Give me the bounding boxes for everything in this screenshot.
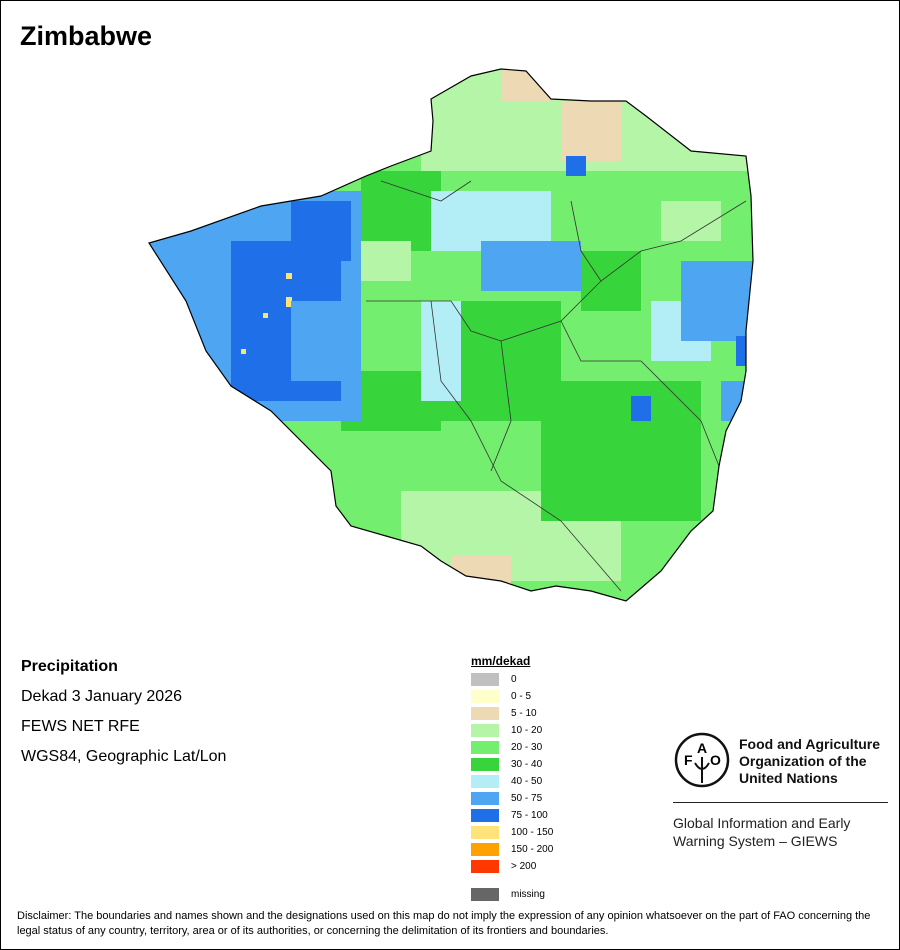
legend-item: > 200 bbox=[471, 858, 553, 875]
raster-patch bbox=[421, 301, 461, 401]
raster-patch bbox=[481, 241, 581, 291]
rainfall-raster bbox=[149, 69, 753, 601]
legend-swatch bbox=[471, 792, 499, 805]
giews-line1: Global Information and Early bbox=[673, 815, 851, 831]
raster-patch bbox=[291, 301, 351, 381]
raster-patch bbox=[291, 201, 351, 261]
fao-emblem-icon: F A O bbox=[674, 732, 730, 788]
legend-swatch bbox=[471, 809, 499, 822]
legend-label: > 200 bbox=[511, 861, 537, 872]
raster-patch bbox=[501, 69, 551, 101]
legend-item: 150 - 200 bbox=[471, 841, 553, 858]
raster-patch bbox=[241, 349, 246, 354]
legend-swatch bbox=[471, 826, 499, 839]
legend-item: 30 - 40 bbox=[471, 756, 553, 773]
legend-item: 10 - 20 bbox=[471, 722, 553, 739]
raster-patch bbox=[681, 261, 753, 341]
legend-label: 75 - 100 bbox=[511, 810, 548, 821]
legend-swatch bbox=[471, 707, 499, 720]
legend-label: 40 - 50 bbox=[511, 776, 543, 787]
org-name-line2: Organization of the bbox=[739, 753, 867, 769]
org-name-line1: Food and Agriculture bbox=[739, 736, 881, 752]
precipitation-map bbox=[148, 68, 754, 602]
legend-label: 0 bbox=[511, 674, 517, 685]
raster-patch bbox=[631, 396, 651, 421]
legend-label: missing bbox=[511, 889, 545, 900]
period-label: Dekad 3 January 2026 bbox=[21, 688, 182, 705]
legend-item: 50 - 75 bbox=[471, 790, 553, 807]
raster-patch bbox=[361, 241, 411, 281]
legend-swatch bbox=[471, 673, 499, 686]
legend-swatch bbox=[471, 724, 499, 737]
legend-item: 5 - 10 bbox=[471, 705, 553, 722]
svg-text:O: O bbox=[710, 752, 721, 768]
org-name-line3: United Nations bbox=[739, 770, 838, 786]
svg-text:F: F bbox=[684, 752, 693, 768]
raster-patch bbox=[566, 156, 586, 176]
legend-swatch bbox=[471, 860, 499, 873]
legend: mm/dekad 0 0 - 5 5 - 10 10 - 20 20 - 30 30 - … bbox=[471, 654, 553, 903]
legend-label: 0 - 5 bbox=[511, 691, 532, 702]
legend-label: 5 - 10 bbox=[511, 708, 537, 719]
raster-patch bbox=[286, 273, 292, 279]
logo-divider bbox=[673, 802, 888, 803]
variable-label: Precipitation bbox=[21, 658, 118, 675]
giews-line2: Warning System – GIEWS bbox=[673, 833, 838, 849]
legend-label: 10 - 20 bbox=[511, 725, 543, 736]
disclaimer: Disclaimer: The boundaries and names sho… bbox=[17, 910, 871, 937]
legend-label: 100 - 150 bbox=[511, 827, 554, 838]
legend-item: 100 - 150 bbox=[471, 824, 553, 841]
raster-patch bbox=[541, 381, 701, 521]
raster-patch bbox=[361, 171, 441, 251]
legend-item: 75 - 100 bbox=[471, 807, 553, 824]
legend-item-missing: missing bbox=[471, 886, 553, 903]
source-label: FEWS NET RFE bbox=[21, 718, 140, 735]
raster-patch bbox=[561, 101, 621, 161]
raster-patch bbox=[736, 336, 751, 366]
country-border bbox=[148, 68, 754, 602]
legend-swatch bbox=[471, 758, 499, 771]
legend-title: mm/dekad bbox=[471, 654, 531, 668]
legend-swatch bbox=[471, 888, 499, 901]
legend-label: 150 - 200 bbox=[511, 844, 554, 855]
legend-label: 30 - 40 bbox=[511, 759, 543, 770]
svg-text:A: A bbox=[697, 740, 707, 756]
legend-swatch bbox=[471, 775, 499, 788]
legend-label: 20 - 30 bbox=[511, 742, 543, 753]
legend-swatch bbox=[471, 741, 499, 754]
legend-label: 50 - 75 bbox=[511, 793, 543, 804]
projection-label: WGS84, Geographic Lat/Lon bbox=[21, 748, 227, 765]
legend-swatch bbox=[471, 843, 499, 856]
legend-item: 0 - 5 bbox=[471, 688, 553, 705]
province-boundaries bbox=[366, 180, 747, 592]
legend-item: 40 - 50 bbox=[471, 773, 553, 790]
raster-patch bbox=[286, 297, 292, 307]
map-title: Zimbabwe bbox=[20, 21, 153, 51]
raster-patch bbox=[661, 201, 721, 241]
legend-item: 0 bbox=[471, 671, 553, 688]
raster-patch bbox=[263, 313, 268, 318]
legend-swatch bbox=[471, 690, 499, 703]
legend-item: 20 - 30 bbox=[471, 739, 553, 756]
raster-patch bbox=[581, 251, 641, 311]
